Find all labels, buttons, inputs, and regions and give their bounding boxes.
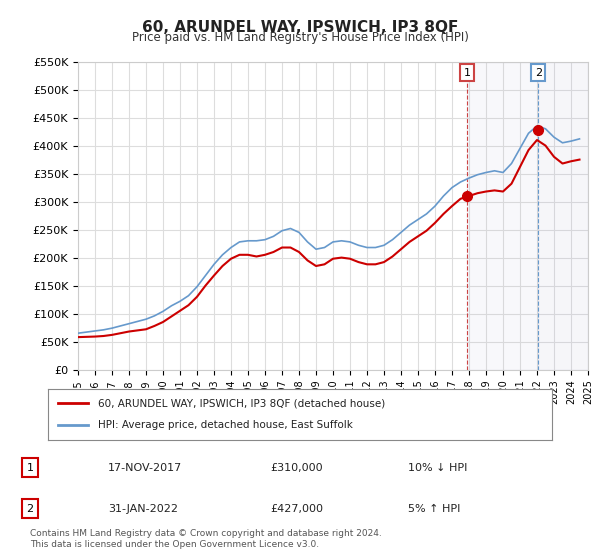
Text: Price paid vs. HM Land Registry's House Price Index (HPI): Price paid vs. HM Land Registry's House … bbox=[131, 31, 469, 44]
Text: 31-JAN-2022: 31-JAN-2022 bbox=[108, 503, 178, 514]
Text: HPI: Average price, detached house, East Suffolk: HPI: Average price, detached house, East… bbox=[98, 421, 353, 431]
Bar bbox=[467, 62, 538, 370]
Text: 5% ↑ HPI: 5% ↑ HPI bbox=[408, 503, 460, 514]
Text: 1: 1 bbox=[463, 68, 470, 78]
Text: 10% ↓ HPI: 10% ↓ HPI bbox=[408, 463, 467, 473]
Text: £427,000: £427,000 bbox=[270, 503, 323, 514]
Bar bbox=[538, 62, 588, 370]
Text: 60, ARUNDEL WAY, IPSWICH, IP3 8QF: 60, ARUNDEL WAY, IPSWICH, IP3 8QF bbox=[142, 20, 458, 35]
Text: 2: 2 bbox=[535, 68, 542, 78]
Text: £310,000: £310,000 bbox=[270, 463, 323, 473]
Text: 2: 2 bbox=[26, 503, 34, 514]
Text: 17-NOV-2017: 17-NOV-2017 bbox=[108, 463, 182, 473]
Text: 60, ARUNDEL WAY, IPSWICH, IP3 8QF (detached house): 60, ARUNDEL WAY, IPSWICH, IP3 8QF (detac… bbox=[98, 398, 386, 408]
Text: Contains HM Land Registry data © Crown copyright and database right 2024.
This d: Contains HM Land Registry data © Crown c… bbox=[30, 529, 382, 549]
Text: 1: 1 bbox=[26, 463, 34, 473]
